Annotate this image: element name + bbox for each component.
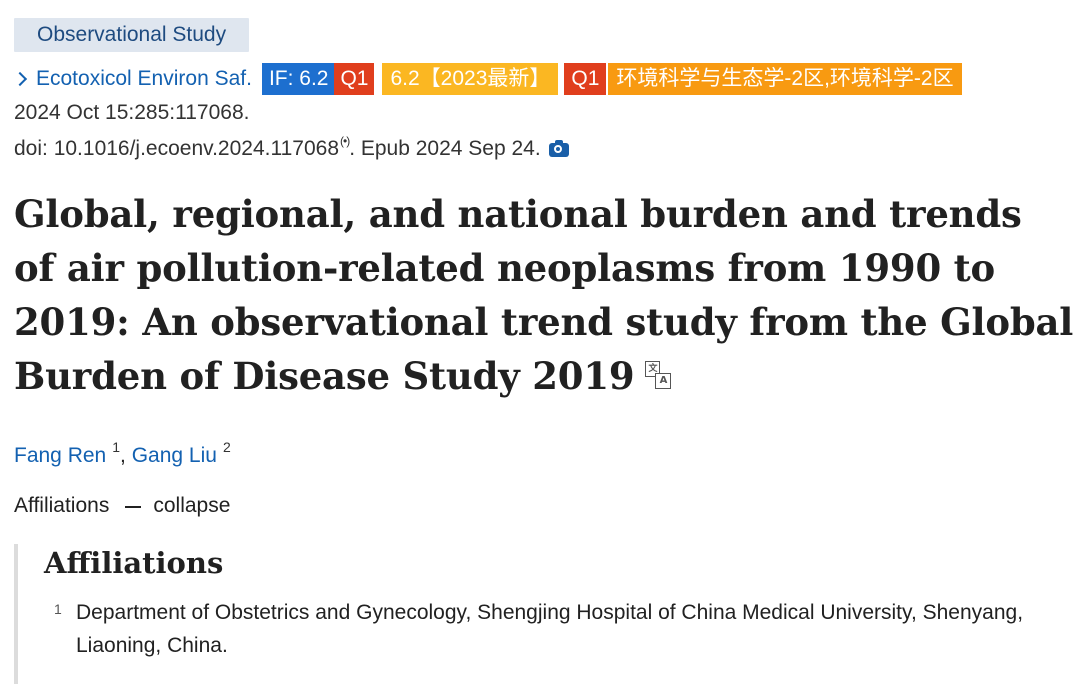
affiliations-toggle-label[interactable]: Affiliations [14,494,110,517]
article-header: Observational Study Ecotoxicol Environ S… [12,18,1074,684]
author-affiliation-ref[interactable]: 1 [112,439,121,455]
epub-date: . Epub 2024 Sep 24. [349,137,541,160]
article-title-text: Global, regional, and national burden an… [14,192,1074,398]
chevron-right-icon [12,71,28,87]
journal-name[interactable]: Ecotoxicol Environ Saf. [36,67,252,90]
translate-icon-a: A [655,372,672,389]
doi-link[interactable]: doi: 10.1016/j.ecoenv.2024.117068 [14,137,339,160]
subject-category-badge: 环境科学与生态学-2区,环境科学-2区 [608,63,962,95]
author-list: Fang Ren 1, Gang Liu 2 [14,433,1074,472]
collapse-dash-icon[interactable] [125,506,142,508]
affiliations-panel: Affiliations 1 Department of Obstetrics … [14,544,1074,684]
article-type-badge[interactable]: Observational Study [14,18,250,52]
affiliation-text: Department of Obstetrics and Gynecology,… [76,601,1024,657]
author-affiliation-ref[interactable]: 2 [222,439,231,455]
journal-link[interactable]: Ecotoxicol Environ Saf. [12,67,252,91]
affiliations-heading: Affiliations [44,546,224,580]
article-title: Global, regional, and national burden an… [14,187,1074,403]
journal-citation-line: Ecotoxicol Environ Saf. IF: 6.2 Q1 6.2【20… [12,63,1074,95]
quartile-badge-secondary: Q1 [564,63,607,95]
author-link[interactable]: Gang Liu [131,444,217,467]
affiliation-number: 1 [54,601,62,617]
camera-icon[interactable] [548,140,569,157]
author-link[interactable]: Fang Ren [14,444,107,467]
doi-line: doi: 10.1016/j.ecoenv.2024.117068 (•) . … [14,131,1074,167]
doi-broadcast-icon[interactable]: (•) [340,134,350,148]
impact-factor-badge: IF: 6.2 [261,63,335,95]
affiliation-item: 1 Department of Obstetrics and Gynecolog… [44,596,1074,662]
publication-date: 2024 Oct 15:285:117068. [14,101,250,124]
affiliations-toggle[interactable]: Affiliations collapse [14,490,1074,522]
affiliations-toggle-action[interactable]: collapse [153,494,231,517]
author-separator: , [120,444,126,467]
quartile-badge: Q1 [334,63,375,95]
impact-factor-2023-badge: 6.2【2023最新】 [382,63,559,95]
